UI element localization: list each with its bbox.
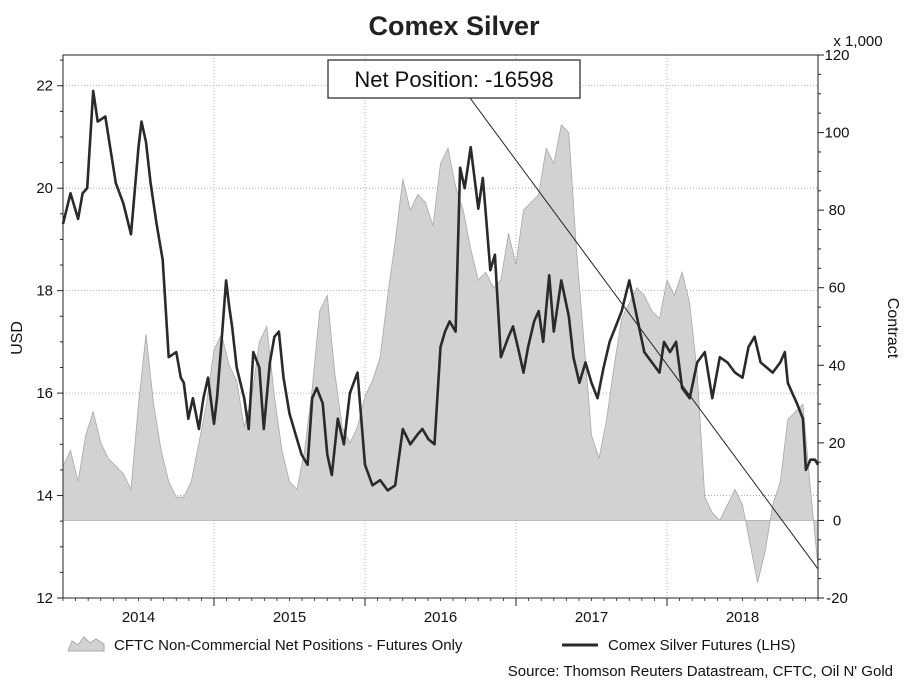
x-tick-label: 2017 <box>575 609 608 626</box>
left-tick-label: 22 <box>36 78 53 95</box>
source-note: Source: Thomson Reuters Datastream, CFTC… <box>508 663 893 680</box>
right-tick-label: 80 <box>829 202 846 219</box>
left-axis-ticks: 12 14 16 18 20 22 <box>36 59 63 607</box>
x-tick-label: 2016 <box>424 609 457 626</box>
x-axis-ticks: 2014 2015 2016 2017 2018 <box>62 598 819 626</box>
left-tick-label: 12 <box>36 590 53 607</box>
left-axis-label: USD <box>9 321 26 355</box>
x-tick-label: 2014 <box>122 609 155 626</box>
right-tick-label: 100 <box>824 125 849 142</box>
right-tick-label: 40 <box>829 357 846 374</box>
x-tick-label: 2018 <box>726 609 759 626</box>
chart-title: Comex Silver <box>368 11 540 41</box>
left-tick-label: 14 <box>36 488 53 505</box>
legend-label-price: Comex Silver Futures (LHS) <box>608 637 796 654</box>
annotation-text: Net Position: -16598 <box>354 67 553 92</box>
price-line <box>61 89 820 492</box>
right-axis-unit: x 1,000 <box>833 33 882 50</box>
right-axis-ticks: -20 0 20 40 60 80 100 120 <box>818 47 850 607</box>
right-tick-label: 0 <box>833 512 841 529</box>
legend-label-positions: CFTC Non-Commercial Net Positions - Futu… <box>114 637 463 654</box>
left-tick-label: 16 <box>36 385 53 402</box>
right-tick-label: 20 <box>829 435 846 452</box>
left-tick-label: 18 <box>36 283 53 300</box>
legend-area-swatch <box>67 636 105 652</box>
right-tick-label: 120 <box>824 47 849 64</box>
annotation-leader-line <box>469 97 819 570</box>
right-tick-label: 60 <box>829 280 846 297</box>
right-axis-label: Contract <box>884 298 901 359</box>
price-line-layer <box>61 89 820 492</box>
legend: CFTC Non-Commercial Net Positions - Futu… <box>67 636 796 654</box>
x-tick-label: 2015 <box>273 609 306 626</box>
right-tick-label: -20 <box>826 590 848 607</box>
annotation-box <box>327 59 581 99</box>
left-tick-label: 20 <box>36 180 53 197</box>
gridlines <box>63 55 818 599</box>
